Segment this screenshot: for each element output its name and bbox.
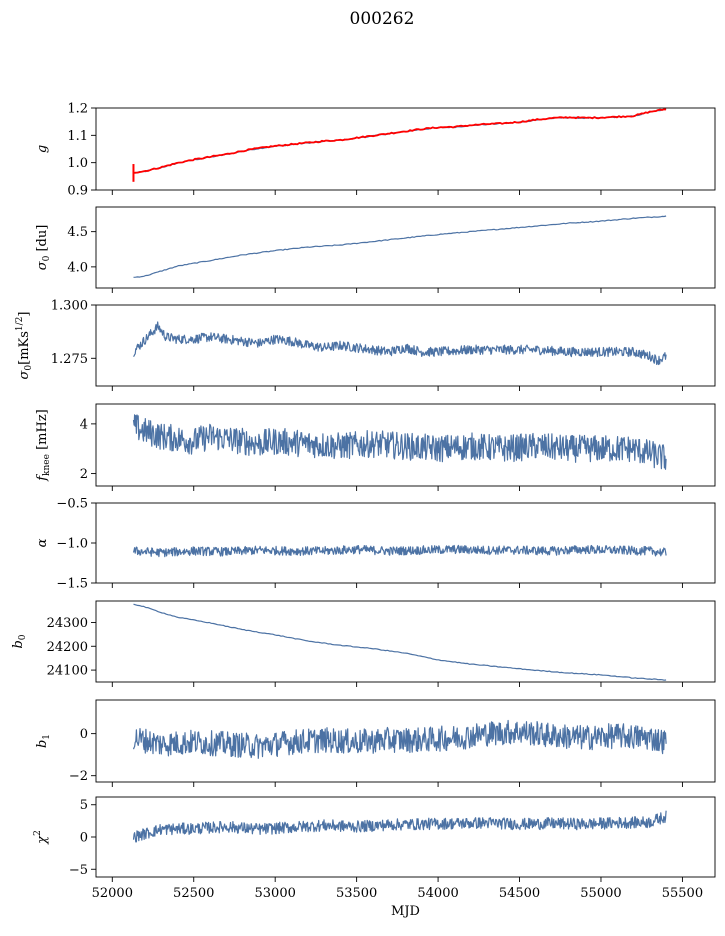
y-axis-label: g bbox=[35, 145, 50, 153]
x-tick-label: 53500 bbox=[336, 886, 377, 901]
y-tick-label: −0.5 bbox=[56, 497, 88, 512]
x-tick-label: 53000 bbox=[255, 886, 296, 901]
y-tick-label: 0 bbox=[80, 831, 88, 846]
y-tick-label: 1.2 bbox=[67, 102, 88, 117]
y-tick-label: 1.0 bbox=[67, 156, 88, 171]
chart-panel-8: −5 0 5 χ2 52000 52500 53000 53500 54000 54500 5500… bbox=[33, 796, 716, 919]
y-tick-label: 2 bbox=[80, 467, 88, 482]
y-axis-label: σ0[mKs1/2] bbox=[15, 312, 34, 380]
y-tick-label: −2 bbox=[69, 769, 88, 784]
y-tick-label: 24200 bbox=[47, 640, 88, 655]
y-axis-label: b1 bbox=[35, 734, 52, 748]
chart-panel-2: 4.0 4.5 σ0 [du] bbox=[35, 206, 716, 293]
y-tick-label: 0.9 bbox=[67, 184, 88, 199]
chart-panel-3: 1.275 1.300 σ0[mKs1/2] bbox=[15, 299, 716, 391]
axes-frame bbox=[95, 206, 716, 289]
y-axis-label: σ0 [du] bbox=[35, 225, 52, 271]
figure-title: 000262 bbox=[350, 9, 415, 29]
y-tick-label: 4.5 bbox=[67, 225, 88, 240]
y-tick-label: 24100 bbox=[47, 664, 88, 679]
y-axis-label: α bbox=[35, 538, 50, 547]
chart-panel-5: −1.5 −1.0 −0.5 α bbox=[35, 497, 716, 592]
series-line-1 bbox=[133, 603, 667, 681]
x-tick-label: 52500 bbox=[173, 886, 214, 901]
y-tick-label: −1.0 bbox=[56, 537, 88, 552]
y-tick-label: 4.0 bbox=[67, 260, 88, 275]
axes-frame bbox=[95, 796, 716, 878]
y-tick-label: 1.300 bbox=[51, 299, 88, 314]
x-tick-label: 54000 bbox=[417, 886, 458, 901]
y-tick-label: 1.275 bbox=[51, 352, 88, 367]
x-tick-label: 52000 bbox=[92, 886, 133, 901]
y-tick-label: 0 bbox=[80, 727, 88, 742]
y-tick-label: 1.1 bbox=[67, 129, 88, 144]
panels: 0.9 1.0 1.1 1.2 g 4.0 4.5 σ0 [du] 1.275 1.300 σ0[m… bbox=[11, 102, 716, 919]
axes-frame bbox=[95, 502, 716, 584]
x-axis-label: MJD bbox=[391, 904, 420, 919]
x-tick-label: 54500 bbox=[499, 886, 540, 901]
y-tick-label: 5 bbox=[80, 798, 88, 813]
x-tick-label: 55000 bbox=[580, 886, 621, 901]
axes-frame bbox=[95, 304, 716, 387]
series-line-1 bbox=[133, 321, 667, 366]
chart-panel-7: −2 0 b1 bbox=[35, 699, 716, 787]
series-line-1 bbox=[132, 414, 667, 470]
axes-frame bbox=[95, 107, 716, 191]
series-line-1 bbox=[132, 719, 667, 759]
chart-panel-4: 2 4 fknee [mHz] bbox=[35, 403, 716, 491]
y-axis-label: fknee [mHz] bbox=[35, 409, 52, 482]
axes-frame bbox=[95, 600, 716, 683]
axes-frame bbox=[95, 699, 716, 783]
series-line-1 bbox=[133, 215, 667, 278]
y-tick-label: −1.5 bbox=[56, 577, 88, 592]
x-tick-label: 55500 bbox=[662, 886, 703, 901]
series-line-1 bbox=[132, 810, 667, 843]
series-line-2 bbox=[133, 108, 667, 174]
y-axis-label: χ2 bbox=[33, 830, 50, 845]
series-line-1 bbox=[132, 544, 667, 558]
chart-panel-6: 24100 24200 24300 b0 bbox=[11, 600, 716, 687]
y-tick-label: 4 bbox=[80, 417, 88, 432]
chart-panel-1: 0.9 1.0 1.1 1.2 g bbox=[35, 102, 716, 199]
y-tick-label: 24300 bbox=[47, 616, 88, 631]
axes-frame bbox=[95, 403, 716, 487]
y-axis-label: b0 bbox=[11, 634, 28, 648]
y-tick-label: −5 bbox=[69, 863, 88, 878]
